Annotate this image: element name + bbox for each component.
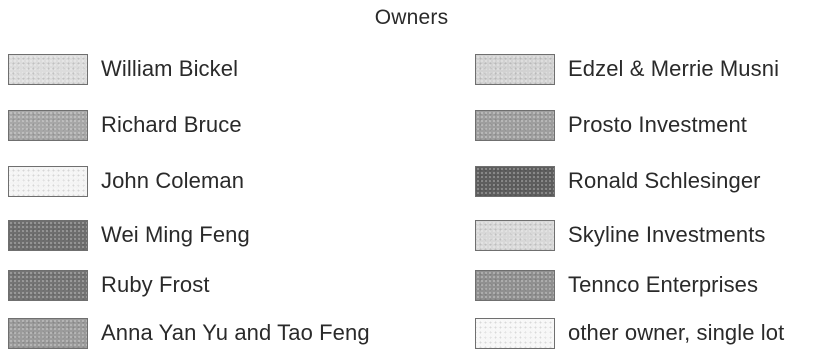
legend-swatch bbox=[8, 109, 88, 141]
legend-title: Owners bbox=[374, 6, 449, 29]
legend-label: Anna Yan Yu and Tao Feng bbox=[101, 320, 370, 345]
legend-label: other owner, single lot bbox=[568, 320, 785, 345]
legend-item-ruby-frost: Ruby Frost bbox=[8, 268, 210, 302]
legend-swatch bbox=[475, 317, 555, 349]
legend-swatch bbox=[8, 317, 88, 349]
legend-item-other-owner-single-lot: other owner, single lot bbox=[475, 316, 784, 350]
legend-item-john-coleman: John Coleman bbox=[8, 164, 244, 198]
legend-label: Richard Bruce bbox=[101, 112, 242, 137]
legend-item-edzel-merrie-musni: Edzel & Merrie Musni bbox=[475, 52, 779, 86]
legend-swatch bbox=[475, 109, 555, 141]
legend-label: Skyline Investments bbox=[568, 222, 766, 247]
legend-item-william-bickel: William Bickel bbox=[8, 52, 238, 86]
legend-swatch bbox=[8, 165, 88, 197]
legend-label: Tennco Enterprises bbox=[568, 272, 759, 297]
legend-item-tennco-enterprises: Tennco Enterprises bbox=[475, 268, 758, 302]
legend-item-ronald-schlesinger: Ronald Schlesinger bbox=[475, 164, 761, 198]
legend-swatch bbox=[475, 219, 555, 251]
legend-label: Ronald Schlesinger bbox=[568, 168, 761, 193]
legend-label: Prosto Investment bbox=[568, 112, 747, 137]
legend-label: William Bickel bbox=[101, 56, 239, 81]
legend-label: John Coleman bbox=[101, 168, 245, 193]
legend-label: Ruby Frost bbox=[101, 272, 210, 297]
legend-swatch bbox=[8, 219, 88, 251]
legend-label: Edzel & Merrie Musni bbox=[568, 56, 780, 81]
legend-swatch bbox=[475, 165, 555, 197]
legend-swatch bbox=[8, 269, 88, 301]
legend-swatch bbox=[475, 269, 555, 301]
legend-swatch bbox=[475, 53, 555, 85]
legend-item-anna-yan-yu-and-tao-feng: Anna Yan Yu and Tao Feng bbox=[8, 316, 370, 350]
legend-swatch bbox=[8, 53, 88, 85]
legend-item-skyline-investments: Skyline Investments bbox=[475, 218, 766, 252]
legend-label: Wei Ming Feng bbox=[101, 222, 250, 247]
legend-item-wei-ming-feng: Wei Ming Feng bbox=[8, 218, 250, 252]
legend-item-richard-bruce: Richard Bruce bbox=[8, 108, 242, 142]
legend-item-prosto-investment: Prosto Investment bbox=[475, 108, 747, 142]
